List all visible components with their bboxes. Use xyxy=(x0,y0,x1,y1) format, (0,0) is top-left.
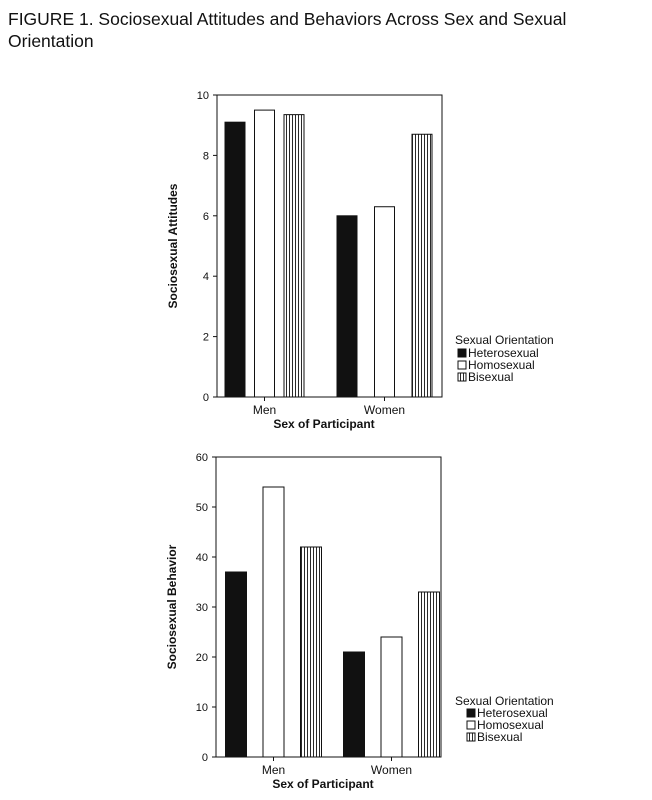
figure-caption: FIGURE 1. Sociosexual Attitudes and Beha… xyxy=(8,9,567,51)
chart2-legend-label: Heterosexual xyxy=(477,706,548,720)
chart2-bar-bisexual-men xyxy=(300,546,322,758)
chart2-y-tick-label: 50 xyxy=(196,502,208,514)
chart2-y-tick-label: 40 xyxy=(196,552,208,564)
chart1-y-tick-label: 2 xyxy=(203,332,209,344)
chart1-plot-frame xyxy=(216,94,443,398)
chart1-y-tick-label: 0 xyxy=(203,392,209,404)
chart1-bar-homosexual-men xyxy=(254,109,275,398)
chart1-bar-heterosexual-men xyxy=(224,121,246,398)
chart1-legend-title: Sexual Orientation xyxy=(455,333,554,347)
chart2-y-tick-label: 30 xyxy=(196,602,208,614)
chart2-legend-title: Sexual Orientation xyxy=(455,694,554,708)
chart2-legend-swatch-bisexual xyxy=(466,732,476,742)
chart2-y-tick-label: 10 xyxy=(196,702,208,714)
chart2-legend-swatch-homosexual xyxy=(466,720,476,730)
chart2-bar-heterosexual-men xyxy=(225,571,247,758)
chart2-bar-homosexual-women xyxy=(380,636,403,758)
chart1-legend-label: Bisexual xyxy=(468,370,513,384)
chart2-bar-heterosexual-women xyxy=(343,651,365,758)
chart1-y-tick-label: 6 xyxy=(203,211,209,223)
chart2-bar-homosexual-men xyxy=(262,486,285,758)
chart1-legend-label: Homosexual xyxy=(468,358,535,372)
chart1-bar-homosexual-women xyxy=(374,206,395,398)
chart1-legend-swatch-homosexual xyxy=(457,360,467,370)
chart2-y-tick-label: 60 xyxy=(196,452,208,464)
chart2-category-label: Men xyxy=(262,763,285,777)
chart2-category-label: Women xyxy=(371,763,412,777)
chart1-legend-label: Heterosexual xyxy=(468,346,539,360)
chart2-y-axis-title: Sociosexual Behavior xyxy=(165,544,179,669)
chart2-legend-label: Homosexual xyxy=(477,718,544,732)
chart1-category-label: Women xyxy=(364,403,405,417)
chart1-bar-heterosexual-women xyxy=(336,215,358,398)
chart2-y-tick-label: 20 xyxy=(196,652,208,664)
chart2-y-tick-label: 0 xyxy=(202,752,208,764)
chart2-legend-label: Bisexual xyxy=(477,730,522,744)
chart1-y-tick-label: 4 xyxy=(203,271,209,283)
chart1-legend-swatch-bisexual xyxy=(457,372,467,382)
chart2-legend-swatch-heterosexual xyxy=(466,708,476,718)
chart1-bar-bisexual-men xyxy=(283,114,305,398)
chart1-bar-bisexual-women xyxy=(411,133,433,398)
chart1-y-tick-label: 8 xyxy=(203,150,209,162)
chart1-legend-swatch-heterosexual xyxy=(457,348,467,358)
chart2-x-axis-title: Sex of Participant xyxy=(272,777,373,791)
chart2-bar-bisexual-women xyxy=(418,591,440,758)
chart1-x-axis-title: Sex of Participant xyxy=(273,417,374,431)
chart1-category-label: Men xyxy=(253,403,276,417)
chart1-y-tick-label: 10 xyxy=(197,90,209,102)
chart2-plot-frame xyxy=(215,456,442,758)
chart1-y-axis-title: Sociosexual Attitudes xyxy=(166,183,180,308)
